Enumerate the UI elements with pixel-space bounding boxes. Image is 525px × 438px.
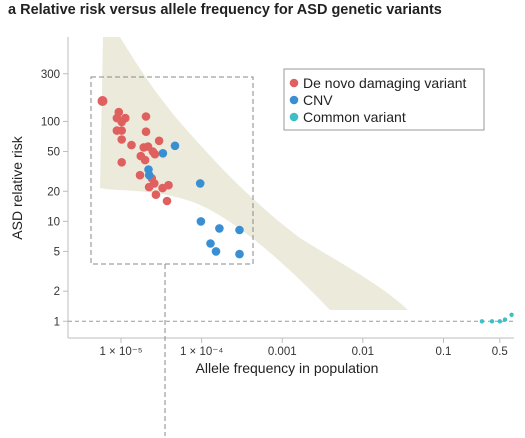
x-tick-label: 1 × 10⁻⁴: [180, 346, 223, 358]
data-point: [127, 140, 136, 150]
data-point: [162, 196, 172, 206]
data-point: [150, 149, 160, 159]
y-tick-label: 2: [54, 286, 60, 298]
data-point: [235, 225, 244, 235]
data-point: [195, 179, 205, 188]
data-point: [144, 170, 154, 180]
x-tick-label: 1 × 10⁻⁵: [99, 346, 142, 358]
y-tick-label: 300: [41, 69, 60, 81]
x-axis-title: Allele frequency in population: [196, 360, 379, 376]
data-point: [121, 113, 130, 123]
data-point: [141, 127, 151, 136]
data-point: [135, 170, 145, 180]
x-tick-label: 0.5: [492, 346, 508, 358]
data-point: [117, 135, 126, 144]
data-point: [97, 96, 108, 106]
data-point: [158, 149, 168, 158]
data-point: [151, 190, 161, 199]
data-points: [97, 96, 514, 324]
data-point: [479, 319, 485, 324]
data-point: [211, 247, 221, 256]
data-point: [117, 126, 126, 135]
y-tick-label: 100: [41, 116, 60, 128]
data-point: [497, 319, 502, 324]
zoom-region-box: [90, 76, 254, 265]
data-point: [206, 239, 215, 248]
y-tick-label: 20: [47, 186, 60, 198]
panel-title: a Relative risk versus allele frequency …: [8, 2, 442, 18]
x-tick-label: 0.1: [435, 346, 451, 358]
data-point: [154, 136, 164, 146]
data-point: [170, 141, 180, 151]
y-tick-label: 1: [54, 316, 60, 328]
data-point: [164, 180, 173, 190]
legend-marker: [289, 78, 299, 88]
legend-label: De novo damaging variant: [303, 75, 467, 91]
y-tick-label: 50: [47, 147, 60, 159]
data-point: [117, 158, 126, 167]
shaded-envelope: [100, 37, 408, 310]
data-point: [215, 224, 224, 233]
axes-frame: [67, 37, 514, 436]
data-point: [509, 312, 514, 317]
series-1: [144, 141, 244, 259]
legend-label: Common variant: [303, 109, 406, 125]
x-tick-label: 0.001: [268, 346, 297, 358]
risk-frequency-envelope: [100, 37, 408, 310]
data-point: [502, 317, 508, 322]
legend-marker: [289, 112, 299, 122]
y-tick-label: 5: [54, 246, 60, 258]
data-point: [141, 112, 151, 121]
data-point: [196, 217, 206, 226]
data-point: [489, 319, 495, 324]
y-axis-title: ASD relative risk: [9, 135, 25, 239]
axis-ticks: 1 2 5 10 20 50 100 300 1 × 10⁻⁵ 1 × 10⁻⁴ 0.001 0.01…: [41, 69, 508, 358]
legend-label: CNV: [303, 92, 333, 108]
series-2: [479, 312, 514, 324]
legend-marker: [289, 95, 299, 105]
data-point: [150, 179, 159, 188]
data-point: [140, 155, 150, 165]
data-point: [235, 249, 244, 259]
y-tick-label: 10: [47, 216, 60, 228]
series-0: [97, 96, 173, 206]
legend-box: [283, 68, 485, 131]
x-tick-label: 0.01: [352, 346, 374, 358]
